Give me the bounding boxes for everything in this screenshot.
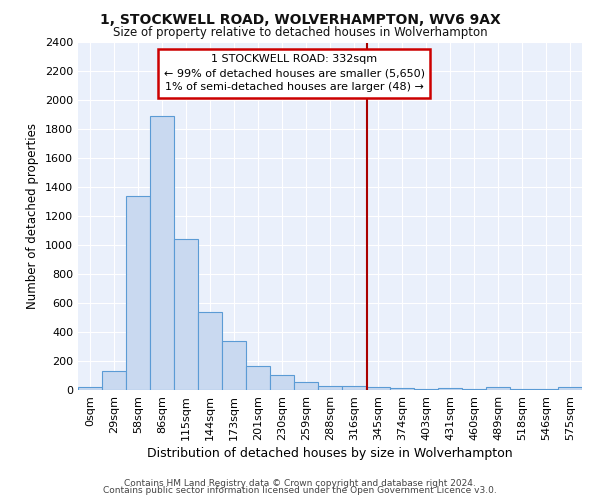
Text: Size of property relative to detached houses in Wolverhampton: Size of property relative to detached ho… — [113, 26, 487, 39]
Bar — [342, 386, 366, 390]
Bar — [318, 386, 342, 390]
Bar — [294, 382, 318, 390]
Bar — [102, 371, 126, 390]
Bar — [126, 196, 150, 390]
Bar — [174, 240, 198, 390]
Y-axis label: Number of detached properties: Number of detached properties — [26, 123, 40, 309]
Text: 1, STOCKWELL ROAD, WOLVERHAMPTON, WV6 9AX: 1, STOCKWELL ROAD, WOLVERHAMPTON, WV6 9A… — [100, 12, 500, 26]
X-axis label: Distribution of detached houses by size in Wolverhampton: Distribution of detached houses by size … — [147, 447, 513, 460]
Text: 1 STOCKWELL ROAD: 332sqm
← 99% of detached houses are smaller (5,650)
1% of semi: 1 STOCKWELL ROAD: 332sqm ← 99% of detach… — [163, 54, 425, 92]
Bar — [270, 375, 294, 390]
Text: Contains HM Land Registry data © Crown copyright and database right 2024.: Contains HM Land Registry data © Crown c… — [124, 478, 476, 488]
Bar — [366, 387, 390, 390]
Bar — [246, 366, 270, 390]
Text: Contains public sector information licensed under the Open Government Licence v3: Contains public sector information licen… — [103, 486, 497, 495]
Bar — [438, 388, 462, 390]
Bar — [486, 387, 510, 390]
Bar — [222, 341, 246, 390]
Bar — [558, 387, 582, 390]
Bar — [390, 388, 414, 390]
Bar — [198, 312, 222, 390]
Bar — [150, 116, 174, 390]
Bar — [414, 388, 438, 390]
Bar — [78, 387, 102, 390]
